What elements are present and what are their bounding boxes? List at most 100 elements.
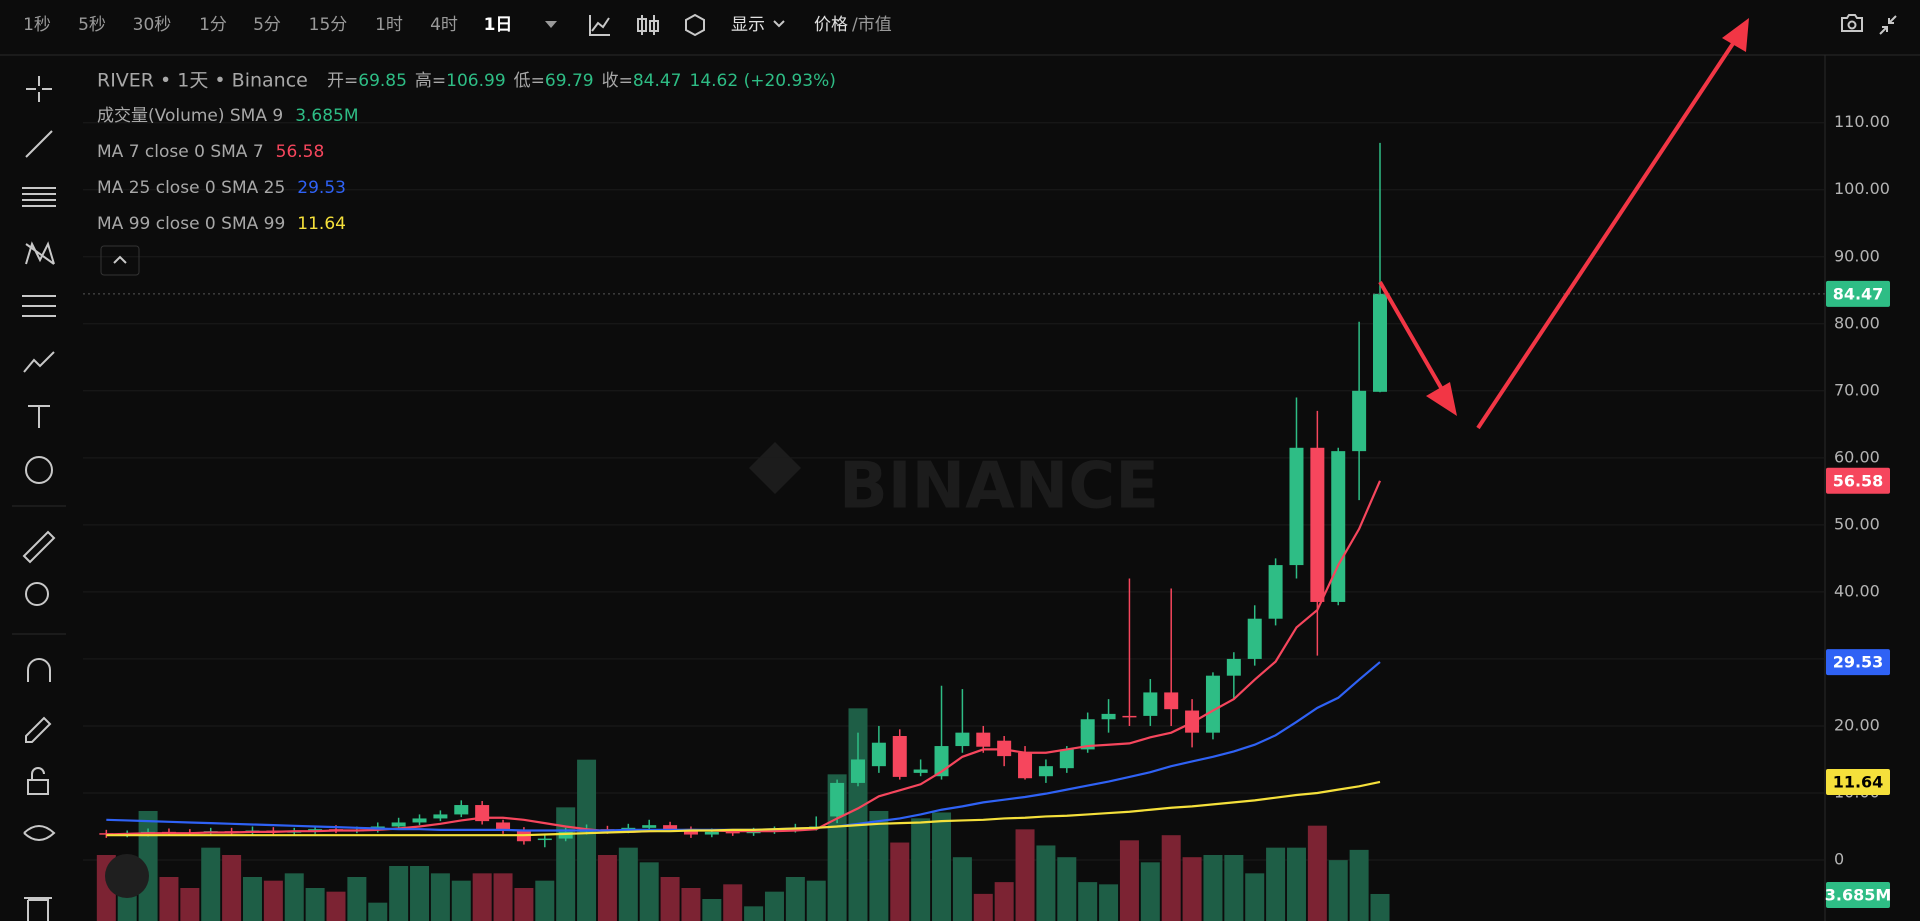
draw-lock-tool[interactable] <box>25 716 52 743</box>
candle-body <box>1038 766 1053 777</box>
candle-icon[interactable] <box>637 15 659 35</box>
crosshair-tool[interactable] <box>26 76 52 102</box>
volume-bar <box>973 893 993 921</box>
candle-body <box>851 759 865 783</box>
candle-body <box>412 818 427 823</box>
interval[interactable]: 5秒 <box>78 15 106 35</box>
candle-body <box>913 769 928 773</box>
volume-bar <box>514 888 534 921</box>
interval[interactable]: 4时 <box>430 15 458 35</box>
interval[interactable]: 1时 <box>375 15 403 35</box>
volume-bar <box>1078 882 1098 921</box>
volume-bar <box>1266 847 1286 921</box>
ohlc-label: 高= <box>415 71 446 91</box>
candle-body <box>1331 451 1346 602</box>
legend-value: 56.58 <box>276 142 325 162</box>
volume-bar <box>1224 855 1244 921</box>
volume-bar <box>911 818 931 921</box>
volume-bar <box>138 811 158 921</box>
y-tick-label: 90.00 <box>1834 246 1880 265</box>
line-tool[interactable] <box>25 130 53 158</box>
emoji-tool[interactable] <box>25 456 53 484</box>
volume-bar <box>744 906 764 921</box>
zoom-tool[interactable] <box>25 582 49 606</box>
volume-bar <box>1099 884 1119 921</box>
forecast-tool[interactable] <box>22 295 56 317</box>
pattern-tool[interactable] <box>25 241 55 265</box>
ma-line <box>106 480 1382 836</box>
market-cap-toggle[interactable]: /市值 <box>852 15 892 35</box>
y-tick-label: 20.00 <box>1834 715 1880 734</box>
y-tick-label: 70.00 <box>1834 380 1880 399</box>
candle-body <box>558 831 573 839</box>
volume-bar <box>389 866 409 921</box>
volume-bar <box>451 880 471 921</box>
candle-body <box>976 732 991 747</box>
volume-bar <box>242 877 262 921</box>
interval[interactable]: 15分 <box>309 15 348 35</box>
symbol: RIVER • 1天 • Binance <box>97 70 308 92</box>
ohlc-label: 低= <box>514 71 545 91</box>
volume-bar <box>1119 840 1139 921</box>
lock-tool[interactable] <box>27 767 49 795</box>
ruler-tool[interactable] <box>22 530 56 564</box>
y-tick-label: 110.00 <box>1834 112 1890 131</box>
camera-icon[interactable] <box>1841 14 1863 32</box>
candle-body <box>1164 692 1179 710</box>
interval[interactable]: 1分 <box>199 15 227 35</box>
legend-name: MA 7 close 0 SMA 7 <box>97 142 264 162</box>
volume-bar <box>1349 849 1369 921</box>
price-toggle[interactable]: 价格 <box>814 15 848 35</box>
ohlc-value: 106.99 <box>446 71 505 91</box>
volume-bar <box>1161 835 1181 921</box>
volume-bar <box>723 884 743 921</box>
candle-body <box>1059 749 1074 769</box>
candle-body <box>1310 447 1325 602</box>
dropdown[interactable] <box>545 21 557 28</box>
ohlc-value: 84.47 <box>633 71 682 91</box>
volume-bar <box>890 842 910 921</box>
display-menu[interactable]: 显示 <box>731 15 765 35</box>
arrow-up <box>1476 34 1740 430</box>
volume-bar <box>1015 829 1035 921</box>
volume-bar <box>430 873 450 921</box>
candle-body <box>871 742 886 767</box>
candle-body <box>496 822 511 831</box>
visibility-tool[interactable] <box>23 825 56 841</box>
fib-tool[interactable] <box>22 187 56 207</box>
indicator-icon[interactable] <box>685 13 705 37</box>
collapse-icon[interactable] <box>1879 15 1897 35</box>
ma-line <box>106 780 1381 837</box>
volume-bar <box>806 880 826 921</box>
tv-logo <box>105 854 149 898</box>
logo-circle <box>105 854 149 898</box>
volume-bar <box>702 899 722 921</box>
volume-bar <box>1286 847 1306 921</box>
y-tick-label: 80.00 <box>1834 313 1880 332</box>
legend-name: MA 99 close 0 SMA 99 <box>97 214 285 234</box>
volume-bar <box>952 857 972 921</box>
volume-bar <box>660 877 680 921</box>
legend-name: 成交量(Volume) SMA 9 <box>97 106 283 126</box>
ohlc-label: 收= <box>602 71 633 91</box>
magnet-tool[interactable] <box>27 658 51 682</box>
interval[interactable]: 30秒 <box>133 15 172 35</box>
candle-body <box>642 825 657 828</box>
volume-bar <box>180 888 200 921</box>
watermark-logo <box>749 442 801 494</box>
volume-label-bg <box>1826 882 1890 908</box>
interval[interactable]: 5分 <box>253 15 281 35</box>
brush-tool[interactable] <box>23 351 55 373</box>
volume-bar <box>681 888 701 921</box>
interval[interactable]: 1秒 <box>23 15 51 35</box>
chart-type-icon[interactable] <box>589 15 610 36</box>
candle-body <box>1018 752 1033 779</box>
text-tool[interactable] <box>28 405 50 428</box>
delete-tool[interactable] <box>24 897 52 921</box>
toolbar: 显示 价格 /市值 1秒 5秒 30秒 1分 5分 15分 1时 4时 1日 <box>23 13 1897 37</box>
camera-lens <box>1847 20 1857 30</box>
interval[interactable]: 1日 <box>484 15 513 35</box>
collapse-button[interactable] <box>100 245 140 276</box>
